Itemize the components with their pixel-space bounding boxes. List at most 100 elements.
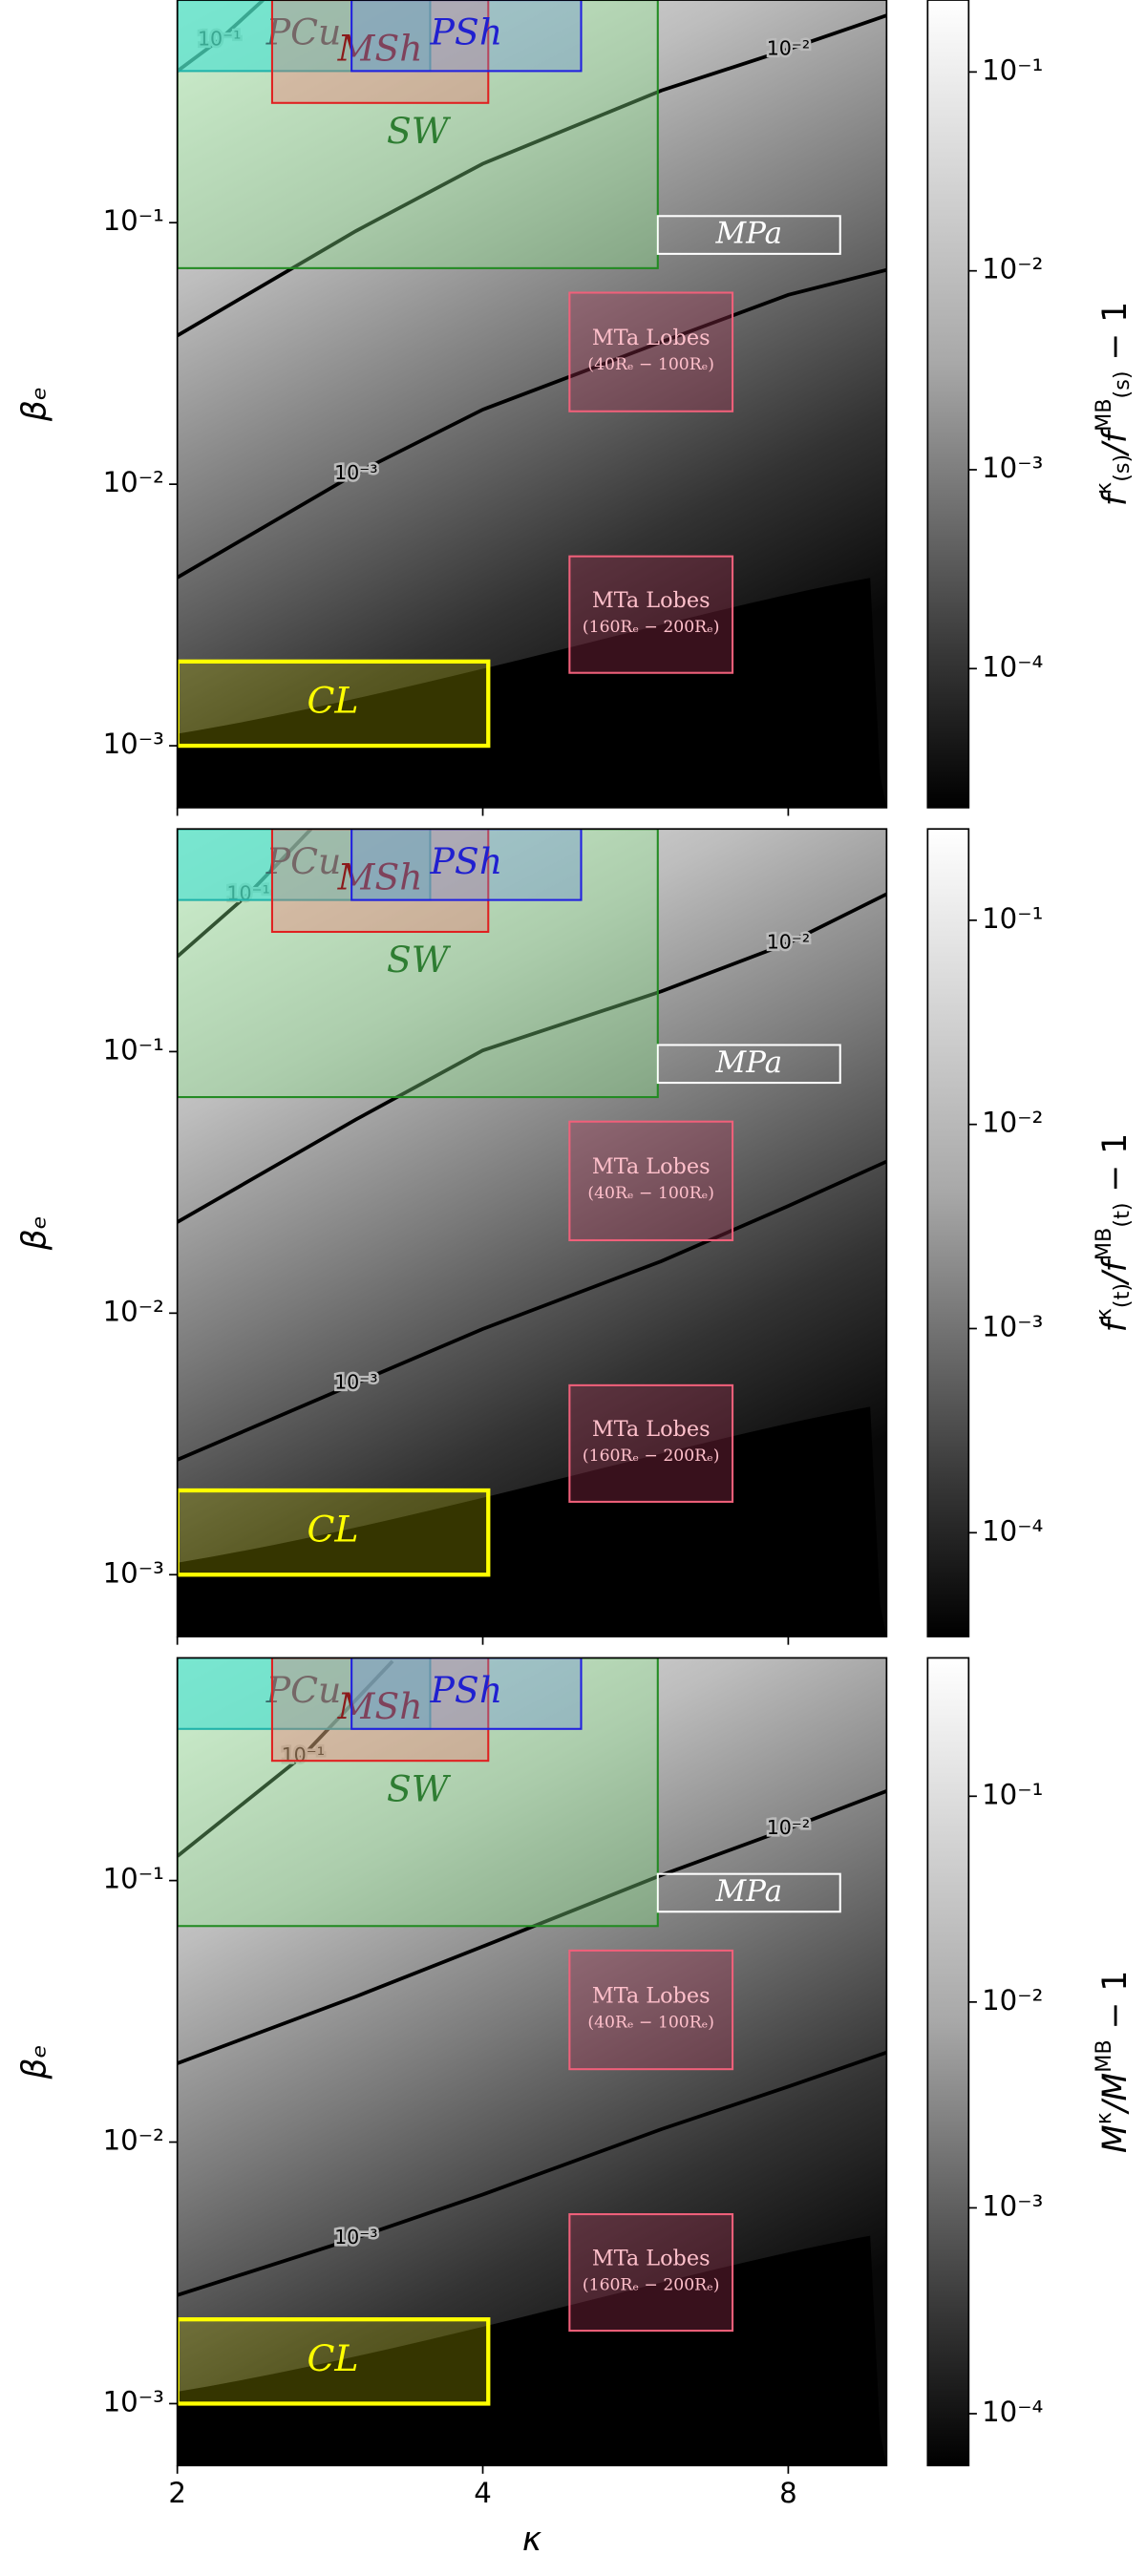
region-box (656, 1044, 841, 1085)
region-box (656, 1872, 841, 1913)
colorbar-tick-label: 10⁻¹ (982, 902, 1043, 935)
y-tick-label: 10⁻² (103, 1295, 164, 1327)
region-box (177, 1658, 432, 1730)
colorbar (926, 828, 970, 1637)
region-label: MPa (714, 1874, 782, 1909)
y-tick-label: 10⁻³ (103, 728, 164, 760)
region-label: SW (387, 1767, 452, 1809)
region-label: PSh (429, 840, 502, 882)
colorbar-label-part: κ (1092, 1308, 1116, 1320)
region-box (270, 1658, 490, 1763)
region-label: MTa Lobes (592, 2246, 711, 2270)
region-box (270, 0, 490, 104)
colorbar-tick-label: 10⁻⁴ (982, 1514, 1043, 1547)
colorbar-label-part: − 1 (1096, 1133, 1135, 1203)
region-label: PSh (429, 1669, 502, 1711)
dark-floor (177, 1406, 887, 1637)
region-label: MTa Lobes (592, 1983, 711, 2008)
colorbar-tick-label: 10⁻² (982, 1107, 1043, 1139)
y-tick-label: 10⁻³ (103, 2385, 164, 2418)
y-tick-label: 10⁻¹ (103, 204, 164, 237)
region-box (177, 1488, 491, 1577)
contour-line (177, 1159, 887, 1462)
colorbar-tick-label: 10⁻³ (982, 452, 1043, 484)
region-label: MTa Lobes (592, 1154, 711, 1179)
colorbar-label-part: κ (1092, 482, 1116, 495)
region-box (568, 1949, 734, 2071)
x-tick-label: 4 (474, 2477, 492, 2509)
colorbar-label-part: /f (1096, 427, 1135, 457)
region-label: MPa (714, 217, 782, 251)
region-box (568, 1120, 734, 1242)
dark-floor (177, 2235, 887, 2466)
colorbar (926, 1657, 970, 2467)
y-tick-label: 10⁻² (103, 2124, 164, 2157)
region-box (568, 1383, 734, 1503)
contour-label: 10⁻² (767, 931, 810, 954)
contour-line (177, 892, 887, 1224)
colorbar (926, 0, 970, 809)
x-tick-label: 8 (779, 2477, 797, 2509)
contour-label: 10⁻³ (334, 1371, 377, 1394)
region-box (350, 1658, 583, 1730)
colorbar-tick-label: 10⁻³ (982, 1310, 1043, 1342)
y-axis-label: βₑ (15, 1215, 53, 1251)
region-label: MTa Lobes (592, 1417, 711, 1442)
region-box (350, 0, 583, 73)
dark-floor (177, 578, 887, 808)
region-box (270, 829, 490, 934)
colorbar-label-part: (t) (1110, 1283, 1135, 1308)
colorbar-label-part: − 1 (1096, 1971, 1135, 2040)
contour-label: 10⁻² (767, 1816, 810, 1839)
colorbar-label-part: κ (1092, 2112, 1116, 2124)
region-label: CL (307, 1509, 358, 1551)
plot-frame (176, 0, 888, 809)
region-sublabel: (40Rₑ − 100Rₑ) (587, 2013, 714, 2032)
colorbar-label-part: − 1 (1096, 302, 1135, 371)
colorbar-tick-label: 10⁻² (982, 253, 1043, 285)
region-sublabel: (160Rₑ − 200Rₑ) (583, 2275, 720, 2294)
colorbar-label-part: f (1096, 490, 1135, 506)
region-label: PCu (265, 11, 342, 53)
region-box (177, 0, 432, 73)
region-label: PSh (429, 11, 502, 53)
contour-label: 10⁻¹ (282, 1743, 325, 1766)
contour-label: 10⁻³ (334, 461, 377, 484)
contour-line (177, 2050, 887, 2297)
region-label: PCu (265, 1669, 342, 1711)
y-axis-label: βₑ (15, 387, 53, 422)
region-sublabel: (40Rₑ − 100Rₑ) (587, 1184, 714, 1203)
colorbar-label-part: (t) (1110, 1202, 1135, 1227)
colorbar-label-part: MB (1092, 2039, 1116, 2073)
region-box (177, 659, 491, 749)
region-box (568, 555, 734, 674)
x-tick-label: 2 (168, 2477, 186, 2509)
colorbar-label-part: /M (1096, 2073, 1135, 2115)
region-sublabel: (40Rₑ − 100Rₑ) (587, 355, 714, 374)
contour-line (177, 13, 887, 338)
colorbar-label-part: (s) (1110, 454, 1135, 482)
colorbar-label: fκ(t)/fMB(t) − 1 (1092, 1133, 1135, 1332)
region-sublabel: (160Rₑ − 200Rₑ) (583, 618, 720, 637)
plot-frame (176, 1657, 888, 2467)
region-box (568, 291, 734, 412)
region-label: MTa Lobes (592, 326, 711, 350)
colorbar-label-part: f (1096, 1316, 1135, 1332)
colorbar-tick-label: 10⁻³ (982, 2189, 1043, 2222)
region-label: SW (387, 110, 452, 152)
colorbar-label-part: M (1096, 2124, 1135, 2153)
colorbar-tick-label: 10⁻⁴ (982, 2396, 1043, 2428)
colorbar-tick-label: 10⁻¹ (982, 1778, 1043, 1810)
contour-line (177, 1789, 887, 2065)
region-label: MTa Lobes (592, 588, 711, 613)
region-label: CL (307, 679, 358, 721)
colorbar-tick-label: 10⁻² (982, 1984, 1043, 2016)
y-tick-label: 10⁻¹ (103, 1033, 164, 1066)
y-tick-label: 10⁻² (103, 466, 164, 498)
colorbar-label-part: MB (1092, 1228, 1116, 1261)
